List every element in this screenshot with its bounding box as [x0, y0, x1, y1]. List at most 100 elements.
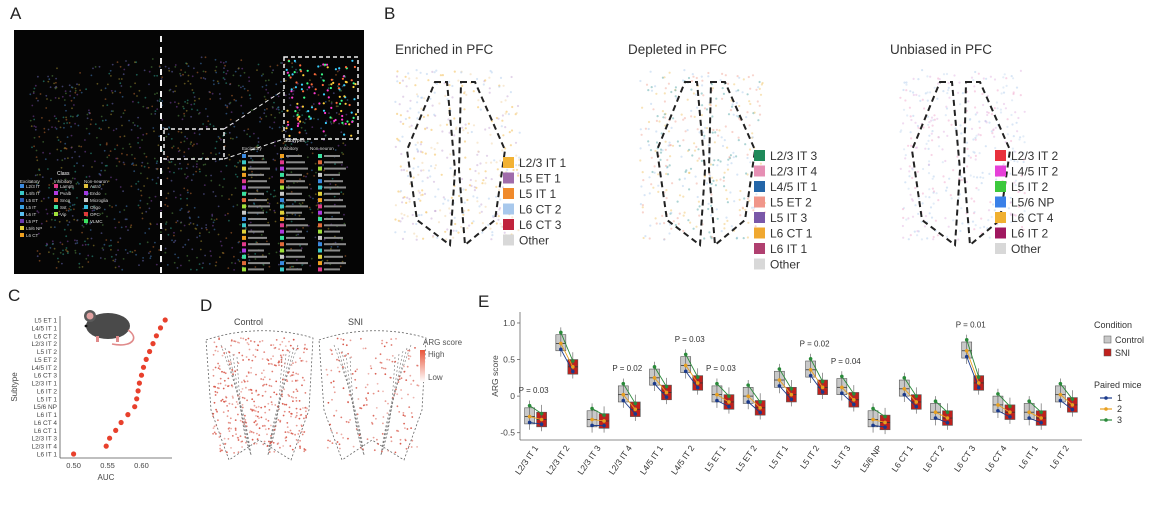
pair-point	[821, 390, 825, 394]
p-value: P = 0.01	[956, 320, 986, 329]
pair-point	[758, 411, 762, 415]
arg-legend-high: High	[428, 350, 444, 359]
c-tick-label: L2/3 IT 1	[31, 381, 57, 388]
c-ylabel: Subtype	[10, 372, 19, 402]
pair-point	[715, 399, 719, 403]
c-xlabel: AUC	[98, 473, 115, 482]
e-x-tick: L4/5 IT 1	[638, 443, 666, 476]
pair-point	[883, 415, 887, 419]
e-x-tick: L2/3 IT 4	[607, 443, 635, 476]
pair-point	[852, 398, 856, 402]
e-y-tick: -0.5	[500, 428, 515, 438]
e-x-tick: L2/3 IT 1	[513, 443, 541, 476]
legend-a-swatch	[20, 198, 24, 202]
legend-a-label: Oligo	[90, 205, 101, 210]
pair-point	[977, 375, 981, 379]
legend-b-swatch	[754, 243, 765, 254]
c-tick-label: L2/3 IT 2	[31, 341, 57, 348]
pair-point	[871, 418, 875, 422]
c-point	[132, 404, 137, 409]
c-x-tick: 0.50	[66, 461, 81, 470]
c-tick-label: L5/6 NP	[34, 404, 58, 411]
pair-point	[665, 385, 669, 389]
pair-point	[590, 407, 594, 411]
c-tick-label: L5 IT 1	[37, 396, 58, 403]
c-x-tick: 0.60	[134, 461, 149, 470]
region-outline-left	[657, 82, 705, 245]
e-x-tick: L6 CT 1	[889, 443, 915, 474]
pair-point	[540, 418, 544, 422]
pair-point	[633, 402, 637, 406]
legend-a-swatch	[20, 226, 24, 230]
legend-a-label: L4/5 IT	[26, 191, 40, 196]
pair-point	[914, 400, 918, 404]
pair-point	[602, 413, 606, 417]
legend-b-swatch	[503, 235, 514, 246]
e-y-tick: 1.0	[503, 318, 515, 328]
legend-a-swatch	[20, 205, 24, 209]
pair-point	[746, 383, 750, 387]
e-x-tick: L5 IT 3	[829, 443, 852, 471]
legend-a-swatch	[84, 198, 88, 202]
c-tick-label: L5 ET 2	[34, 357, 57, 364]
c-tick-label: L6 IT 1	[37, 412, 58, 419]
e-ylabel: ARG score	[490, 355, 500, 397]
legend-a-swatch	[20, 184, 24, 188]
arg-score-maps: Control SNI ARG score High Low	[196, 300, 486, 480]
group-title: Depleted in PFC	[628, 42, 727, 57]
c-tick-label: L2/3 IT 4	[31, 444, 57, 451]
pair-point	[946, 416, 950, 420]
pair-point	[809, 368, 813, 372]
legend-b-swatch	[995, 212, 1006, 223]
c-tick-label: L6 CT 2	[34, 333, 57, 340]
arg-legend-title: ARG score	[423, 338, 463, 347]
legend-a-label: Vip	[60, 212, 67, 217]
legend-a-label: L5/6 NP	[26, 226, 42, 231]
legend-a-label: L5 ET	[26, 198, 38, 203]
condition-label: SNI	[1115, 348, 1130, 358]
legend-b-label: L4/5 IT 1	[770, 180, 817, 194]
legend-a-label: OPC	[90, 212, 101, 217]
p-value: P = 0.03	[706, 364, 736, 373]
p-value: P = 0.03	[519, 386, 549, 395]
legend-b-swatch	[503, 204, 514, 215]
c-point	[163, 317, 168, 322]
pair-point	[727, 394, 731, 398]
pair-point	[684, 364, 688, 368]
legend-b-label: L5 IT 3	[770, 211, 807, 225]
pair-point	[871, 407, 875, 411]
pair-point	[1071, 397, 1075, 401]
legend-a-label: Lamp5	[60, 184, 74, 189]
condition-swatch	[1104, 336, 1111, 343]
legend-b-swatch	[754, 197, 765, 208]
c-point	[125, 412, 130, 417]
panel-d: Control SNI ARG score High Low	[196, 300, 486, 480]
pair-point	[758, 406, 762, 410]
pair-point	[590, 418, 594, 422]
pair-point	[902, 387, 906, 391]
pair-point	[621, 393, 625, 397]
pair-point	[809, 374, 813, 378]
c-tick-label: L4/5 IT 1	[31, 325, 57, 332]
e-x-tick: L6 IT 2	[1048, 443, 1071, 471]
pair-legend-label: 1	[1117, 393, 1122, 403]
pair-point	[1027, 399, 1031, 403]
auc-dot-plot: L5 ET 1L4/5 IT 1L6 CT 2L2/3 IT 2L5 IT 2L…	[0, 300, 190, 507]
legend-a-label: L5 IT	[26, 205, 37, 210]
pair-point	[996, 409, 1000, 413]
p-value: P = 0.03	[675, 335, 705, 344]
pair-point	[1027, 410, 1031, 414]
c-point	[136, 388, 141, 393]
legend-b-label: L6 CT 4	[1011, 211, 1054, 225]
c-tick-label: L6 IT 2	[37, 388, 58, 395]
pair-point	[1071, 403, 1075, 407]
legend-b-swatch	[995, 166, 1006, 177]
arg-legend-low: Low	[428, 373, 443, 382]
panel-label-b: B	[384, 4, 395, 24]
c-tick-label: L4/5 IT 2	[31, 365, 57, 372]
e-x-tick: L5 IT 1	[767, 443, 790, 471]
sni-title: SNI	[348, 317, 363, 327]
pair-point	[528, 415, 532, 419]
pair-point	[571, 365, 575, 369]
pair-point	[965, 349, 969, 353]
